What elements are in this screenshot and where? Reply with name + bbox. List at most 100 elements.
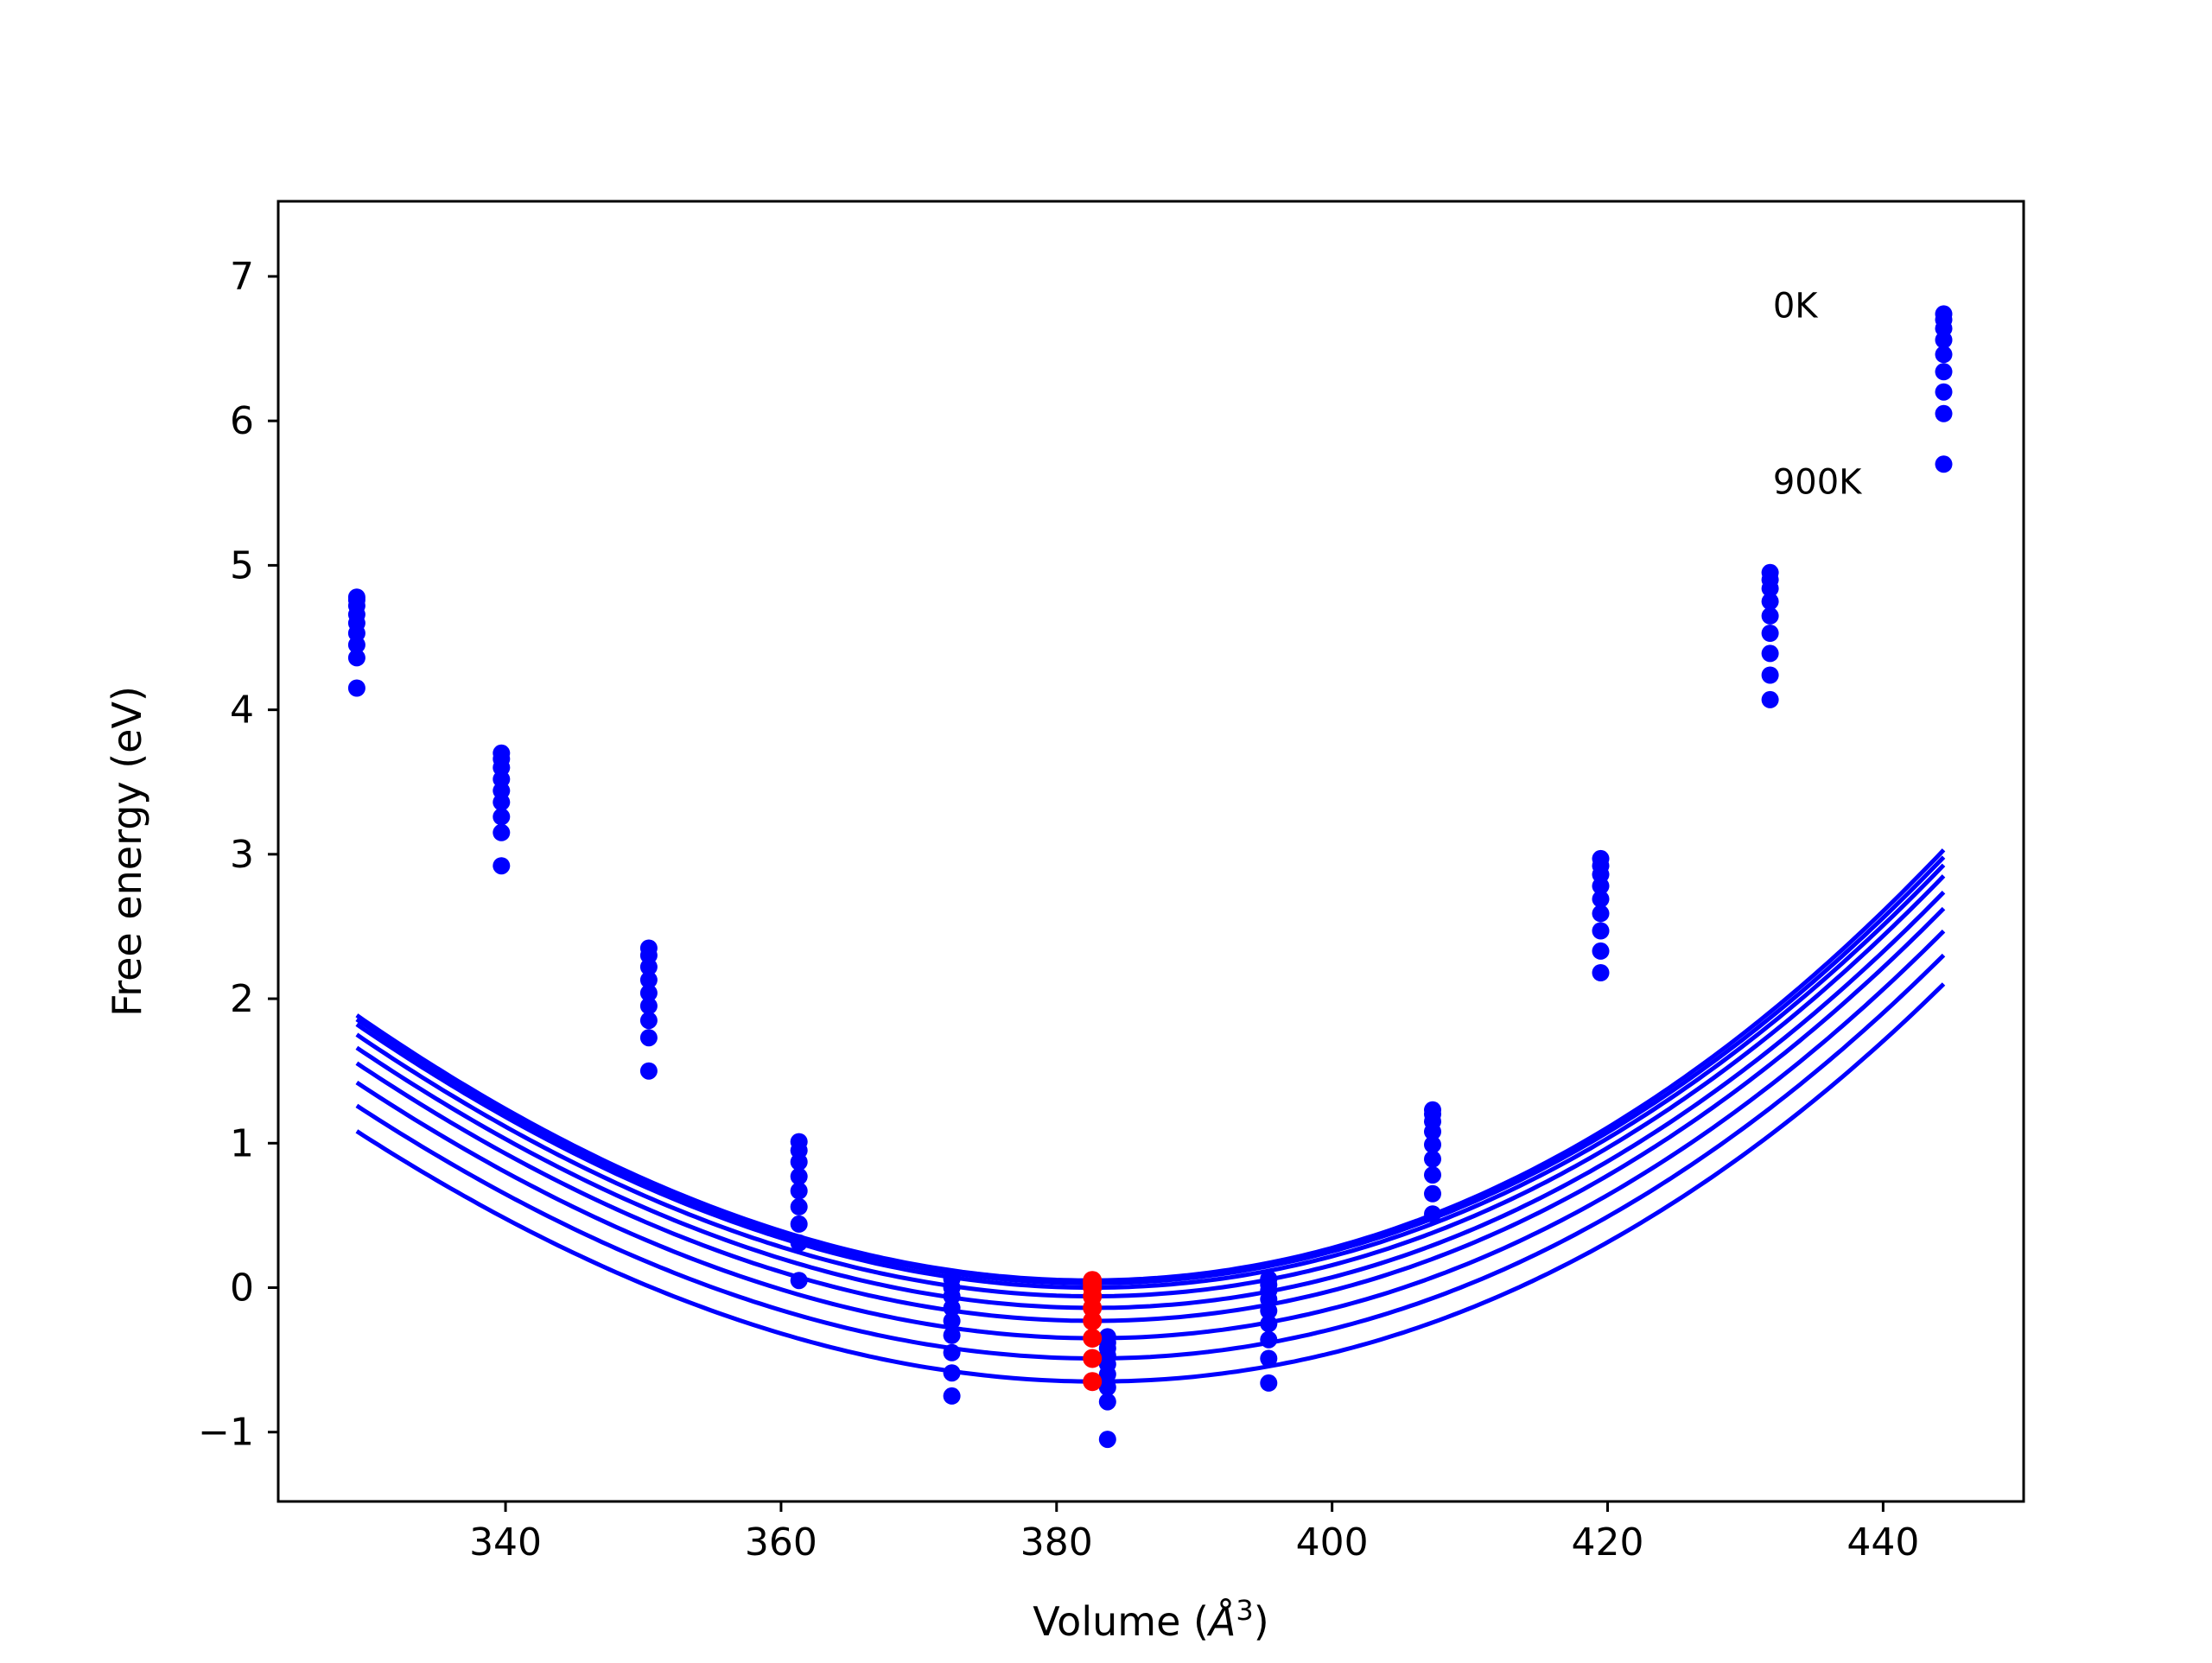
data-point-6-1 bbox=[493, 808, 511, 826]
fit-curve-4 bbox=[355, 890, 1946, 1311]
data-point-8-7 bbox=[1424, 1205, 1441, 1223]
data-point-3-7 bbox=[1424, 1122, 1441, 1140]
data-point-5-2 bbox=[639, 997, 658, 1015]
data-point-5-3 bbox=[790, 1197, 808, 1216]
data-point-8-2 bbox=[639, 1062, 658, 1080]
angstrom-symbol: Å bbox=[1206, 1598, 1236, 1645]
data-point-7-6 bbox=[1260, 1349, 1278, 1368]
minimum-point-6 bbox=[1083, 1329, 1103, 1348]
data-point-7-7 bbox=[1424, 1184, 1441, 1203]
x-tick-label-440: 440 bbox=[1847, 1520, 1919, 1565]
x-axis: 340 360 380 400 420 440 bbox=[469, 1501, 1919, 1565]
data-point-7-0 bbox=[347, 649, 365, 667]
y-tick-label-6: 5 bbox=[230, 543, 254, 587]
fit-curve-2 bbox=[355, 863, 1946, 1290]
y-tick-label-0: −1 bbox=[198, 1411, 254, 1455]
data-point-3-2 bbox=[639, 971, 658, 989]
data-point-8-8 bbox=[1592, 964, 1610, 981]
data-point-7-8 bbox=[1592, 942, 1610, 960]
data-point-3-8 bbox=[1592, 877, 1610, 895]
data-point-5-7 bbox=[1424, 1150, 1441, 1168]
data-point-4-2 bbox=[639, 984, 658, 1002]
data-point-8-10 bbox=[1935, 455, 1953, 473]
y-axis-label: Free energy (eV) bbox=[104, 686, 150, 1017]
data-point-6-3 bbox=[790, 1215, 808, 1233]
data-point-2-2 bbox=[639, 958, 658, 976]
x-axis-label: Volume (Å3) bbox=[1033, 1594, 1268, 1645]
x-tick-label-420: 420 bbox=[1572, 1520, 1644, 1565]
data-point-5-1 bbox=[493, 793, 511, 811]
data-point-6-4 bbox=[943, 1343, 961, 1362]
fit-curve-8 bbox=[355, 982, 1946, 1384]
data-point-6-5 bbox=[1098, 1378, 1116, 1396]
fit-curve-3 bbox=[355, 874, 1946, 1298]
data-point-4-9 bbox=[1761, 606, 1779, 625]
data-point-6-0 bbox=[347, 636, 365, 654]
annotations: 0K 900K bbox=[1773, 286, 1863, 502]
data-point-6-2 bbox=[639, 1012, 658, 1030]
x-tick-label-380: 380 bbox=[1020, 1520, 1093, 1565]
data-point-3-9 bbox=[1761, 593, 1779, 611]
data-point-7-3 bbox=[790, 1234, 808, 1252]
data-point-5-9 bbox=[1761, 625, 1779, 642]
data-point-4-3 bbox=[790, 1182, 808, 1200]
data-point-3-3 bbox=[790, 1167, 808, 1185]
x-axis-label-close: ) bbox=[1254, 1598, 1269, 1645]
y-axis: −1 0 1 2 3 4 5 6 7 bbox=[198, 255, 278, 1455]
minimum-points bbox=[1083, 1271, 1103, 1392]
data-point-6-9 bbox=[1761, 644, 1779, 663]
data-point-3-10 bbox=[1935, 331, 1953, 349]
data-point-2-9 bbox=[1761, 580, 1779, 598]
data-point-7-2 bbox=[639, 1029, 658, 1047]
data-point-4-7 bbox=[1424, 1136, 1441, 1153]
x-tick-label-360: 360 bbox=[745, 1520, 817, 1565]
minimum-point-5 bbox=[1083, 1311, 1103, 1330]
x-tick-label-340: 340 bbox=[469, 1520, 542, 1565]
data-point-4-6 bbox=[1260, 1302, 1278, 1320]
fit-curve-5 bbox=[355, 906, 1946, 1323]
data-point-6-8 bbox=[1592, 922, 1610, 940]
data-point-7-5 bbox=[1098, 1393, 1116, 1411]
data-point-5-10 bbox=[1935, 363, 1953, 381]
x-tick-label-400: 400 bbox=[1296, 1520, 1369, 1565]
plot-frame bbox=[276, 200, 2025, 1503]
data-point-5-4 bbox=[943, 1326, 961, 1344]
data-points bbox=[347, 305, 1953, 1449]
data-point-4-4 bbox=[943, 1312, 961, 1330]
data-point-8-3 bbox=[790, 1272, 808, 1290]
y-tick-label-1: 0 bbox=[230, 1266, 254, 1311]
data-point-7-4 bbox=[943, 1364, 961, 1382]
data-point-7-10 bbox=[1935, 404, 1953, 422]
fit-curve-6 bbox=[355, 929, 1946, 1341]
x-axis-label-text: Volume ( bbox=[1033, 1598, 1209, 1645]
minimum-point-8 bbox=[1083, 1372, 1103, 1392]
data-point-8-6 bbox=[1260, 1374, 1278, 1392]
data-point-6-7 bbox=[1424, 1166, 1441, 1184]
data-point-8-0 bbox=[347, 679, 365, 697]
data-point-4-8 bbox=[1592, 890, 1610, 908]
fit-curve-0 bbox=[355, 848, 1946, 1283]
x-axis-label-exponent: 3 bbox=[1236, 1594, 1253, 1627]
data-point-5-6 bbox=[1260, 1315, 1278, 1333]
annotation-1: 900K bbox=[1773, 462, 1863, 502]
data-point-8-9 bbox=[1761, 690, 1779, 708]
y-tick-label-2: 1 bbox=[230, 1121, 254, 1165]
fit-curve-1 bbox=[355, 855, 1946, 1285]
y-tick-label-4: 3 bbox=[230, 833, 254, 877]
data-point-5-5 bbox=[1098, 1365, 1116, 1383]
data-point-8-4 bbox=[943, 1387, 961, 1405]
minimum-point-4 bbox=[1083, 1298, 1103, 1317]
y-tick-label-5: 4 bbox=[230, 689, 254, 733]
minimum-point-7 bbox=[1083, 1349, 1103, 1368]
fit-curve-7 bbox=[355, 953, 1946, 1361]
data-point-6-6 bbox=[1260, 1330, 1278, 1349]
data-point-7-9 bbox=[1761, 666, 1779, 684]
y-tick-label-3: 2 bbox=[230, 977, 254, 1021]
data-point-6-10 bbox=[1935, 383, 1953, 401]
data-point-8-5 bbox=[1098, 1431, 1116, 1449]
y-tick-label-8: 7 bbox=[230, 255, 254, 299]
data-point-3-4 bbox=[943, 1298, 961, 1317]
data-point-5-8 bbox=[1592, 904, 1610, 923]
